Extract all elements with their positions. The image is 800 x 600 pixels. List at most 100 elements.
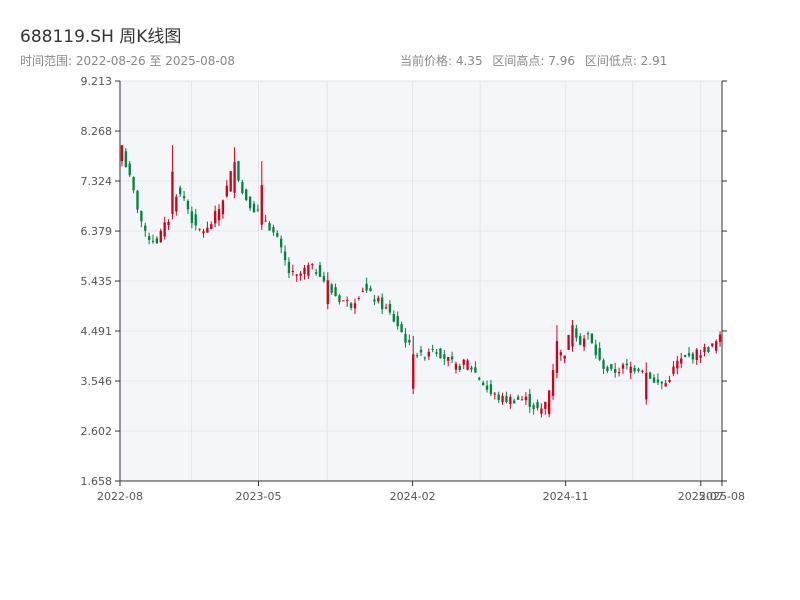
candle-body [151, 240, 155, 242]
candle-body [695, 349, 698, 360]
candle-body [683, 354, 687, 357]
candle-body [380, 297, 384, 310]
candle-body [210, 224, 213, 229]
candle-body [637, 369, 640, 371]
candle-body [369, 288, 372, 291]
candle-body [349, 303, 353, 308]
candle-body [555, 341, 559, 373]
candle-body [540, 408, 543, 414]
candle-body [252, 203, 256, 213]
candle-body [664, 383, 667, 387]
candle-body [384, 307, 388, 309]
y-tick-label: 7.324 [81, 175, 113, 188]
candle-body [703, 347, 706, 353]
candle-body [427, 351, 430, 357]
candle-body [291, 270, 294, 272]
candle-body [330, 284, 333, 293]
candle-body [326, 280, 329, 305]
candle-body [159, 230, 162, 243]
candle-body [280, 238, 283, 248]
candle-body [167, 221, 170, 226]
candle-body [715, 341, 718, 351]
candle-body [660, 381, 663, 384]
candle-body [276, 233, 279, 237]
candle-body [707, 347, 710, 353]
candle-body [186, 200, 190, 210]
candle-body [439, 348, 442, 359]
candle-body [357, 297, 361, 299]
candle-body [524, 396, 528, 401]
x-tick-label: 2024-11 [543, 490, 589, 503]
candle-body [458, 366, 462, 370]
range-low-text: 区间低点: 2.91 [584, 54, 668, 68]
candle-body [606, 367, 609, 371]
candle-body [470, 367, 473, 370]
candle-body [377, 297, 380, 302]
candle-body [629, 366, 632, 373]
candle-body [202, 231, 205, 234]
candle-body [365, 283, 368, 291]
candle-body [625, 363, 629, 366]
candle-body [260, 184, 263, 225]
candle-body [551, 370, 555, 396]
candle-body [361, 290, 364, 292]
candle-body [225, 185, 228, 197]
x-tick-label: 2023-05 [236, 490, 282, 503]
candle-body [505, 396, 508, 402]
candle-body [687, 353, 691, 356]
candle-body [485, 385, 489, 390]
candle-body [680, 358, 683, 364]
candle-body [163, 222, 166, 237]
candle-body [548, 390, 551, 414]
candle-body [431, 348, 434, 350]
candle-body [295, 274, 298, 276]
date-range-text: 时间范围: 2022-08-26 至 2025-08-08 [20, 54, 235, 68]
candle-body [571, 325, 574, 347]
range-high-text: 区间高点: 7.96 [492, 54, 575, 68]
candle-body [136, 190, 139, 210]
candle-body [198, 228, 201, 230]
candle-body [563, 355, 566, 359]
candle-body [155, 238, 159, 244]
candle-body [400, 323, 403, 333]
candle-body [586, 333, 590, 335]
candle-body [318, 265, 322, 277]
candle-body [676, 360, 679, 369]
candle-body [501, 395, 504, 403]
candle-body [645, 372, 648, 400]
x-tick-label: 2024-02 [390, 490, 436, 503]
candle-body [182, 196, 186, 199]
candle-body [497, 394, 500, 400]
candle-body [493, 393, 496, 395]
candle-body [171, 171, 174, 215]
x-tick-label: 2022-08 [97, 490, 143, 503]
candle-body [415, 355, 419, 357]
candle-body [532, 405, 535, 410]
candle-body [516, 396, 520, 400]
candle-body [614, 369, 617, 373]
candle-body [190, 211, 194, 223]
candle-body [610, 364, 613, 369]
candle-body [718, 334, 722, 342]
y-tick-label: 9.213 [81, 75, 113, 88]
candle-body [128, 163, 131, 176]
y-tick-label: 3.546 [81, 375, 113, 388]
candle-body [423, 357, 427, 359]
candle-body [334, 287, 337, 297]
candle-body [443, 354, 446, 359]
candle-body [582, 338, 586, 347]
y-tick-label: 6.379 [81, 225, 113, 238]
candle-body [544, 401, 547, 410]
y-tick-label: 2.602 [81, 425, 113, 438]
candle-body [175, 196, 178, 212]
candle-body [311, 264, 314, 266]
candle-body [256, 209, 260, 211]
x-tick-label: 2025-07 [678, 490, 724, 503]
candle-body [672, 366, 675, 374]
candle-body [641, 370, 644, 372]
candle-body [248, 196, 252, 209]
candle-body [287, 261, 291, 274]
candle-body [648, 372, 652, 379]
candle-body [621, 364, 625, 369]
